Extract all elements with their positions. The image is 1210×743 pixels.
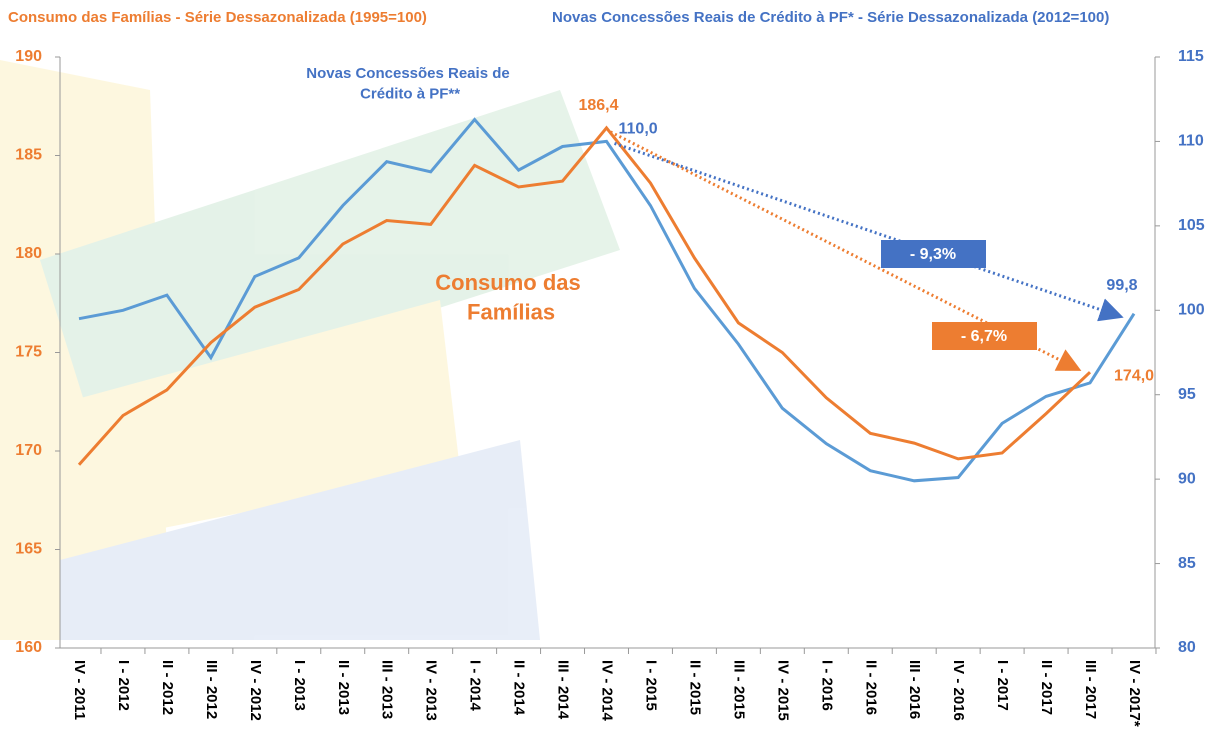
y2-tick-label: 100 <box>1178 302 1205 319</box>
y2-tick-label: 80 <box>1178 639 1196 656</box>
x-tick-label: III - 2015 <box>730 660 747 719</box>
data-label: 186,4 <box>578 97 618 114</box>
x-tick-label: IV - 2015 <box>774 660 791 721</box>
series-label: Novas Concessões Reais de Crédito à PF** <box>306 65 509 102</box>
x-tick-label: IV - 2013 <box>423 660 440 721</box>
x-tick-label: III - 2012 <box>203 660 220 719</box>
x-tick-label: II - 2014 <box>511 660 528 716</box>
x-tick-label: IV - 2016 <box>950 660 967 721</box>
annotation-text: - 6,7% <box>961 328 1007 345</box>
trend-arrow <box>615 143 1119 315</box>
x-tick-label: I - 2015 <box>642 660 659 711</box>
x-tick-label: IV - 2011 <box>71 660 88 720</box>
x-tick-label: I - 2012 <box>115 660 132 711</box>
x-tick-label: II - 2015 <box>686 660 703 715</box>
right-axis-title: Novas Concessões Reais de Crédito à PF* … <box>552 9 1109 26</box>
x-tick-label: IV - 2014 <box>599 660 616 722</box>
x-tick-label: IV - 2017* <box>1126 660 1143 727</box>
y2-tick-label: 85 <box>1178 555 1196 572</box>
y-tick-label: 185 <box>15 147 42 164</box>
x-tick-label: II - 2017 <box>1038 660 1055 715</box>
x-tick-label: I - 2016 <box>818 660 835 711</box>
y-tick-label: 180 <box>15 245 42 262</box>
y2-tick-label: 105 <box>1178 217 1205 234</box>
x-tick-label: II - 2012 <box>159 660 176 715</box>
x-tick-label: III - 2017 <box>1082 660 1099 719</box>
y-tick-label: 170 <box>15 442 42 459</box>
data-label: 99,8 <box>1106 277 1137 294</box>
y2-tick-label: 90 <box>1178 470 1196 487</box>
x-tick-label: I - 2014 <box>467 660 484 712</box>
x-tick-label: III - 2014 <box>555 660 572 720</box>
chart: Consumo das Famílias - Série Dessazonali… <box>0 0 1210 743</box>
y2-tick-label: 110 <box>1178 133 1204 150</box>
y-tick-label: 190 <box>15 48 42 65</box>
x-tick-label: I - 2013 <box>291 660 308 711</box>
y-tick-label: 165 <box>15 541 42 558</box>
x-tick-label: II - 2013 <box>335 660 352 715</box>
y-tick-label: 175 <box>15 344 42 361</box>
annotation-text: - 9,3% <box>910 246 956 263</box>
data-label: 110,0 <box>619 121 658 138</box>
y2-tick-label: 95 <box>1178 386 1196 403</box>
x-tick-label: IV - 2012 <box>247 660 264 721</box>
x-tick-label: II - 2016 <box>862 660 879 715</box>
data-label: 174,0 <box>1114 367 1154 384</box>
x-tick-label: III - 2016 <box>906 660 923 719</box>
background-decoration <box>0 60 620 640</box>
x-tick-label: III - 2013 <box>379 660 396 719</box>
left-axis-title: Consumo das Famílias - Série Dessazonali… <box>8 9 427 26</box>
x-tick-label: I - 2017 <box>994 660 1011 711</box>
y2-tick-label: 115 <box>1178 48 1204 65</box>
y-tick-label: 160 <box>15 639 42 656</box>
